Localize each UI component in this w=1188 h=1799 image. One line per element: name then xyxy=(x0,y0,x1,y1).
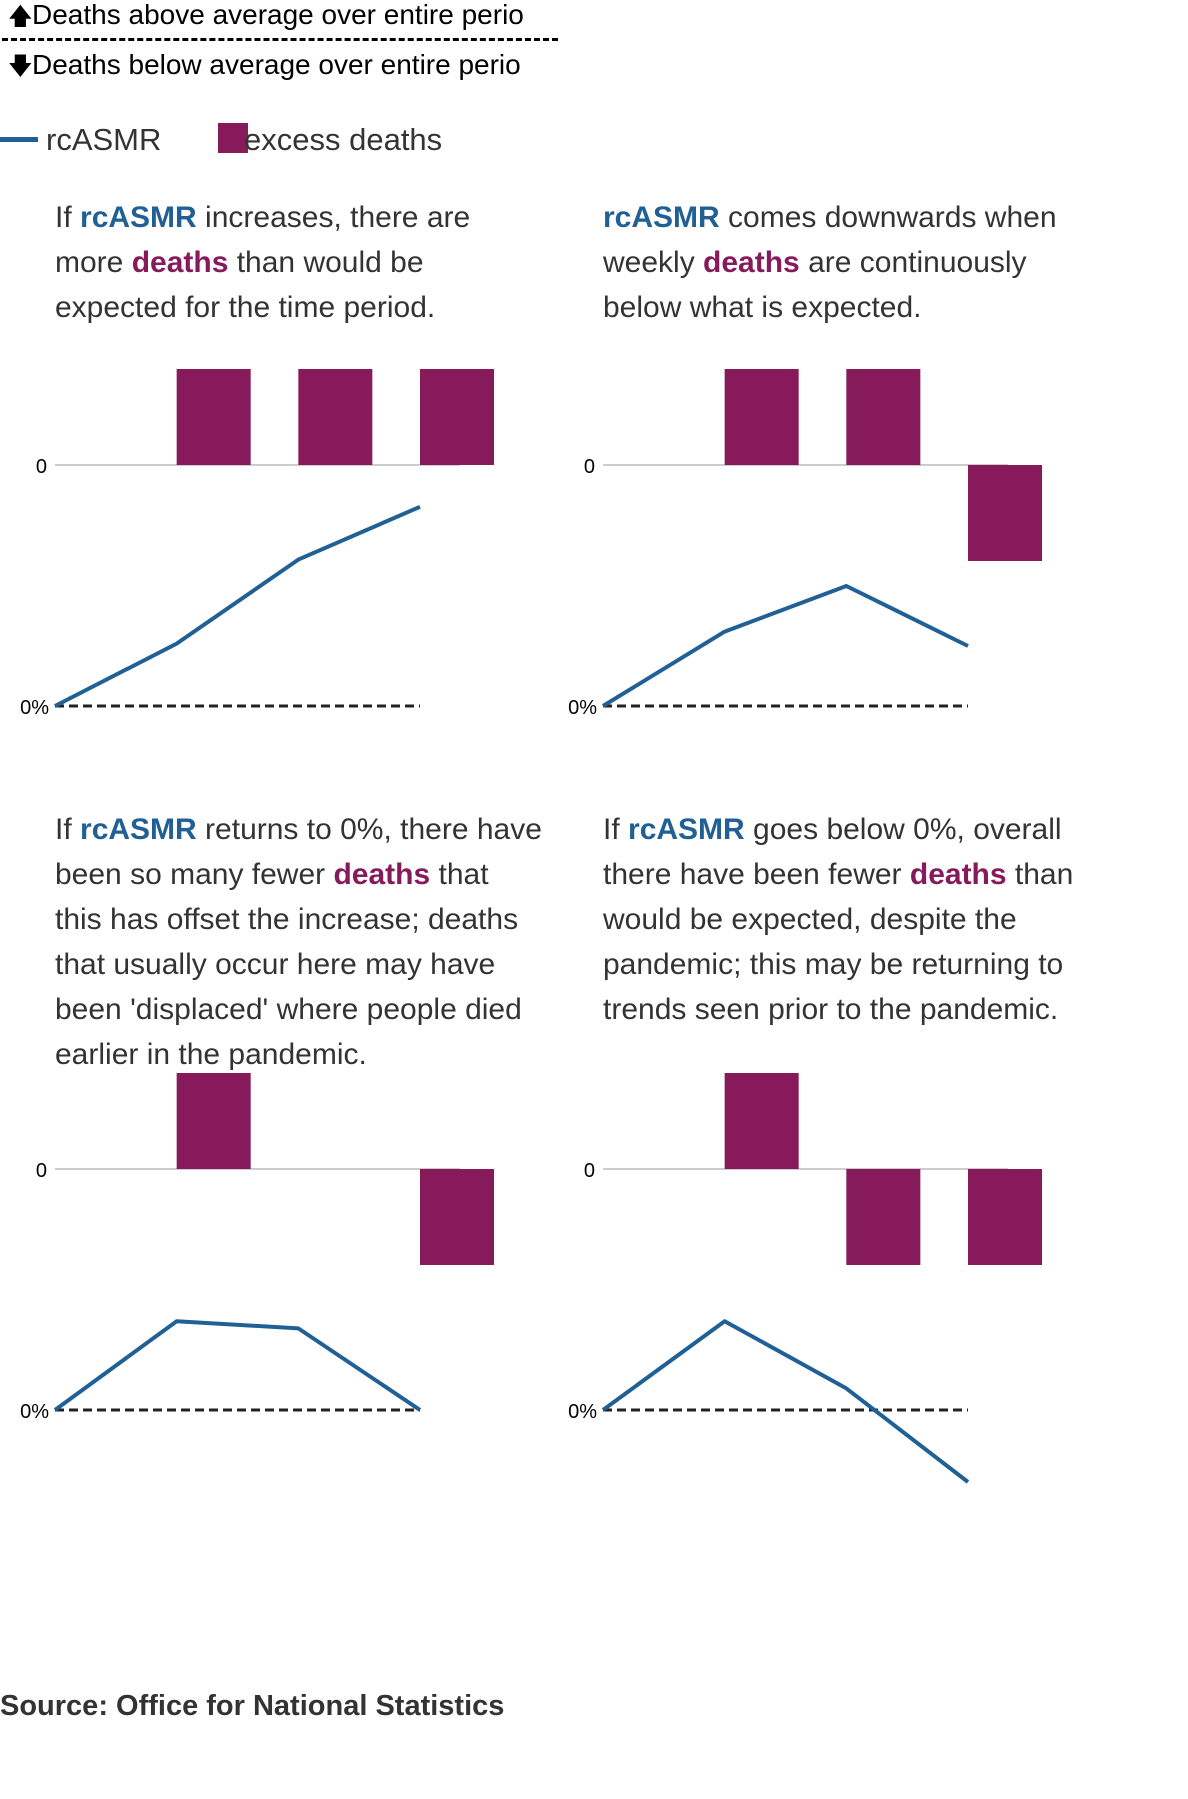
excess-deaths-bar xyxy=(176,1073,251,1169)
text-fragment: below what is expected. xyxy=(603,291,922,324)
text-fragment: earlier in the pandemic. xyxy=(55,1038,367,1071)
text-fragment: pandemic; this may be returning to xyxy=(603,948,1064,981)
text-fragment: than would be xyxy=(228,246,424,279)
highlight-rcasmr: rcASMR xyxy=(80,201,197,234)
excess-deaths-bar xyxy=(176,369,251,465)
text-fragment: If xyxy=(55,201,81,234)
line-axis-label: 0% xyxy=(568,697,597,719)
highlight-deaths: deaths xyxy=(703,246,800,279)
bar-axis-label: 0 xyxy=(36,456,47,478)
text-fragment: comes downwards when xyxy=(719,201,1057,234)
text-fragment: weekly xyxy=(603,246,704,279)
key-above-label: Deaths above average over entire perio xyxy=(32,0,524,30)
text-fragment: are continuously xyxy=(799,246,1027,279)
panel-text: rcASMR comes downwards when weekly deaths… xyxy=(603,195,1103,330)
chart-goes-below-zero: 0 0% xyxy=(568,1073,1042,1484)
highlight-rcasmr: rcASMR xyxy=(628,813,745,846)
highlight-rcasmr: rcASMR xyxy=(603,201,720,234)
chart-returns-to-zero: 0 0% xyxy=(20,1073,494,1423)
legend-bar-swatch xyxy=(218,123,248,153)
panel-text: If rcASMR returns to 0%, there have been … xyxy=(55,807,555,1077)
text-fragment: increases, there are xyxy=(196,201,471,234)
excess-deaths-bar xyxy=(420,1169,494,1265)
excess-deaths-bar xyxy=(298,369,373,465)
text-fragment: If xyxy=(603,813,629,846)
text-fragment: If xyxy=(55,813,81,846)
excess-deaths-bar xyxy=(968,465,1042,561)
legend-bar-label: excess deaths xyxy=(244,122,443,157)
line-axis-label: 0% xyxy=(568,1401,597,1423)
rcasmr-line xyxy=(601,584,969,708)
legend-line-swatch xyxy=(0,137,38,142)
excess-deaths-bar xyxy=(968,1169,1042,1265)
highlight-deaths: deaths xyxy=(909,858,1007,891)
rcasmr-line xyxy=(53,1319,422,1412)
highlight-deaths: deaths xyxy=(131,246,229,279)
key-below-label: Deaths below average over entire perio xyxy=(32,49,521,80)
bar-axis-label: 0 xyxy=(584,1160,595,1182)
key-divider xyxy=(2,38,558,41)
text-fragment: been so many fewer xyxy=(55,858,334,891)
bar-axis-label: 0 xyxy=(584,456,595,478)
chart-increases: 0 0% xyxy=(20,369,494,719)
text-fragment: there have been fewer xyxy=(603,858,910,891)
rcasmr-line xyxy=(601,1319,970,1484)
excess-deaths-bar xyxy=(724,369,799,465)
highlight-rcasmr: rcASMR xyxy=(80,813,197,846)
text-fragment: trends seen prior to the pandemic. xyxy=(603,993,1059,1026)
panel-text: If rcASMR goes below 0%, overall there ha… xyxy=(603,807,1103,1032)
text-fragment: this has offset the increase; deaths xyxy=(55,903,519,936)
text-fragment: that usually occur here may have xyxy=(55,948,496,981)
chart-comes-downwards: 0 0% xyxy=(568,369,1042,719)
rcasmr-line xyxy=(54,504,421,708)
text-fragment: goes below 0%, overall xyxy=(744,813,1062,846)
text-fragment: been 'displaced' where people died xyxy=(55,993,522,1026)
excess-deaths-bar xyxy=(846,1169,921,1265)
excess-deaths-bar xyxy=(420,369,494,465)
excess-deaths-bar xyxy=(846,369,921,465)
panel-text: If rcASMR increases, there are more death… xyxy=(55,195,555,330)
bar-axis-label: 0 xyxy=(36,1160,47,1182)
line-axis-label: 0% xyxy=(20,697,49,719)
text-fragment: than xyxy=(1006,858,1074,891)
text-fragment: that xyxy=(430,858,489,891)
line-axis-label: 0% xyxy=(20,1401,49,1423)
key-below-row: 🡇Deaths below average over entire perio xyxy=(8,50,521,82)
highlight-deaths: deaths xyxy=(333,858,431,891)
text-fragment: would be expected, despite the xyxy=(603,903,1017,936)
key-above-row: 🡅Deaths above average over entire perio xyxy=(8,0,524,32)
text-fragment: expected for the time period. xyxy=(55,291,436,324)
text-fragment: more xyxy=(55,246,132,279)
arrow-up-icon: 🡅 xyxy=(8,3,33,30)
arrow-down-icon: 🡇 xyxy=(8,53,33,80)
text-fragment: returns to 0%, there have xyxy=(196,813,542,846)
excess-deaths-bar xyxy=(724,1073,799,1169)
source-note: Source: Office for National Statistics xyxy=(0,1690,505,1722)
legend-line-label: rcASMR xyxy=(46,122,162,157)
direction-key: 🡅Deaths above average over entire perio … xyxy=(0,0,576,82)
